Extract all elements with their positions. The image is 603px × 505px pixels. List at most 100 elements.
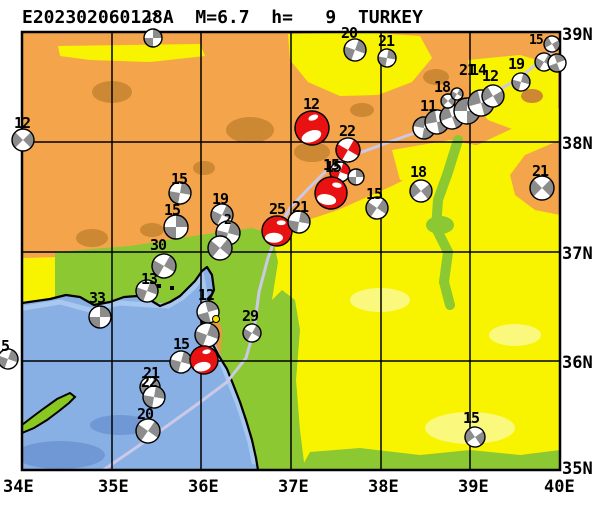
coastline <box>22 265 260 470</box>
depth-label: 12 <box>303 95 319 113</box>
depth-label: 15 <box>323 156 340 174</box>
depth-label: 15 <box>171 170 188 188</box>
pale-lowland <box>489 324 541 346</box>
focal-mechanism-ball <box>377 48 397 68</box>
x-axis-tick-label: 38E <box>368 477 399 497</box>
focal-mechanism-ball <box>294 110 330 146</box>
depth-label: 30 <box>150 236 167 254</box>
focal-mechanism-ball <box>0 348 19 370</box>
focal-mechanism-ball <box>11 128 35 152</box>
depth-label: 22 <box>141 373 157 391</box>
x-axis-labels: 34E 35E 36E 37E 38E 39E 40E <box>3 477 575 497</box>
depth-label: 21 <box>143 364 160 382</box>
depth-label: 25 <box>269 200 286 218</box>
x-axis-tick-label: 34E <box>3 477 34 497</box>
pale-lowland <box>350 288 410 312</box>
focal-mechanism-ball <box>347 168 365 186</box>
mountain-patch <box>76 229 108 247</box>
focal-mechanism-ball <box>464 426 486 448</box>
depth-label: 19 <box>508 55 525 73</box>
depth-label: 20 <box>341 24 358 42</box>
depth-label: 15 <box>463 409 480 427</box>
coastal-ridge-green <box>258 290 305 470</box>
river-valley-green <box>426 216 454 234</box>
focal-mechanism-ball <box>168 181 192 205</box>
focal-mechanism-ball <box>261 215 293 247</box>
focal-mechanism-ball <box>242 323 262 343</box>
cyprus-island <box>22 391 77 435</box>
depth-label: 20 <box>137 405 154 423</box>
focal-mechanism-ball <box>287 210 311 234</box>
mountain-patch <box>350 103 374 117</box>
mountain-patch <box>226 117 274 143</box>
depth-label: 12 <box>198 286 214 304</box>
depth-label: 15 <box>366 185 383 203</box>
focal-mechanism-ball <box>365 196 389 220</box>
deep-sea-patch <box>90 415 150 435</box>
depth-label: 13 <box>141 270 158 288</box>
focal-mechanism-ball <box>409 179 433 203</box>
depth-label: 15 <box>529 33 543 48</box>
focal-mechanism-ball <box>143 28 163 48</box>
x-axis-tick-label: 39E <box>458 477 489 497</box>
depth-label: 14 <box>470 61 487 79</box>
depth-label: 2 <box>224 213 231 228</box>
focal-mechanism-ball <box>547 53 567 73</box>
mountain-patch <box>140 223 164 237</box>
depth-label: 5 <box>1 337 10 355</box>
focal-mechanism-ball <box>142 385 166 409</box>
page-title: E202302060128A M=6.7 h= 9 TURKEY <box>22 7 423 28</box>
focal-mechanism-ball <box>314 176 348 210</box>
focal-mechanism-ball <box>163 214 189 240</box>
x-axis-tick-label: 36E <box>188 477 219 497</box>
epicenter-marker <box>212 315 220 323</box>
depth-label: 22 <box>339 122 355 140</box>
y-axis-tick-label: 38N <box>562 134 593 154</box>
depth-label: 12 <box>14 114 30 132</box>
yellow-basin-top-center <box>288 32 432 96</box>
depth-label: 17 <box>146 11 158 24</box>
depth-label: 12 <box>482 67 498 85</box>
city-marker <box>170 286 174 290</box>
focal-mechanism-ball <box>189 345 219 375</box>
focal-mechanism-layer <box>0 28 567 448</box>
focal-mechanism-ball <box>88 305 112 329</box>
depth-label: 15 <box>173 335 190 353</box>
depth-label: 21 <box>378 32 395 50</box>
depth-label: 18 <box>434 78 451 96</box>
yellow-streak-top-left <box>58 44 205 62</box>
depth-label: 15 <box>325 158 342 176</box>
focal-mechanism-ball <box>450 87 464 101</box>
depth-label: 11 <box>420 97 437 115</box>
mountain-patch <box>521 89 543 103</box>
x-axis-tick-label: 40E <box>544 477 575 497</box>
marker-layer <box>157 284 220 323</box>
depth-label: 19 <box>212 190 229 208</box>
y-axis-tick-label: 37N <box>562 244 593 264</box>
mountain-patch <box>423 69 449 85</box>
map-frame <box>20 30 562 472</box>
mountain-patch <box>193 161 215 175</box>
y-axis-tick-label: 36N <box>562 353 593 373</box>
y-axis-tick-label: 39N <box>562 25 593 45</box>
depth-label: 21 <box>532 162 549 180</box>
depth-label: 33 <box>89 289 106 307</box>
depth-label: 29 <box>242 307 259 325</box>
focal-mechanism-ball <box>343 38 367 62</box>
mountain-patch <box>294 142 330 162</box>
focal-mechanism-ball <box>481 84 505 108</box>
y-axis-tick-label: 35N <box>562 459 593 479</box>
focal-mechanism-ball <box>151 253 177 279</box>
focal-mechanism-ball <box>511 72 531 92</box>
depth-label: 15 <box>164 201 181 219</box>
focal-mechanism-ball <box>135 279 159 303</box>
focal-mechanism-ball <box>335 137 361 163</box>
y-axis-labels: 39N 38N 37N 36N 35N <box>562 25 593 479</box>
focal-mechanism-ball <box>543 35 561 53</box>
focal-mechanism-ball <box>169 350 193 374</box>
focal-mechanism-ball <box>135 418 161 444</box>
deep-sea-patch <box>22 441 105 469</box>
depth-label: 18 <box>410 163 427 181</box>
